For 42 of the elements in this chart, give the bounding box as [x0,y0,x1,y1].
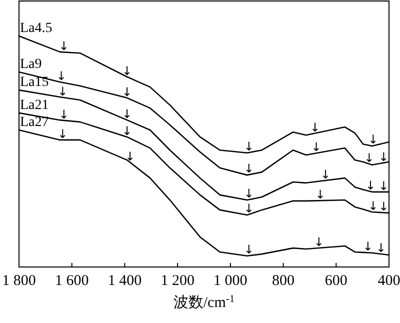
series-label: La4.5 [20,21,52,36]
annotation: ↓ [124,149,136,164]
annotation: ↓ [364,150,374,165]
annotation: ↓ [311,140,322,154]
annotation: ↓ [58,39,69,54]
series-label: La21 [20,98,49,113]
annotation: ↓ [310,120,320,134]
annotation: ↓ [378,178,389,193]
annotation: ↓ [376,241,386,256]
annotation: ↓ [378,150,389,164]
annotation: ↓ [244,162,254,176]
annotation: ↓ [58,84,68,98]
annotation: ↓ [122,84,132,99]
annotation: ↓ [244,186,254,201]
x-tick-label: 600 [324,273,348,289]
annotation: ↓ [122,107,132,122]
annotation: ↓ [368,199,378,214]
x-tick-label: 1 600 [54,273,89,289]
x-tick-label: 800 [272,273,295,289]
annotation: ↓ [314,235,324,250]
annotation: ↓ [365,178,376,192]
annotation: ↓ [368,132,378,147]
annotation: ↓ [362,240,373,254]
annotation: ↓ [122,124,132,138]
series-label: La15 [20,75,49,90]
annotation: ↓ [315,188,326,202]
annotation: ↓ [320,167,331,182]
annotation: ↓ [244,140,254,154]
annotation: ↓ [378,200,389,214]
x-tick-label: 1 800 [2,273,36,289]
annotation: ↓ [122,64,132,78]
x-tick-label: 1 400 [108,273,142,289]
annotation: ↓ [58,126,68,141]
x-tick-label: 1 000 [214,273,248,289]
annotation: ↓ [58,108,69,122]
annotation: ↓ [244,242,254,257]
annotation: ↓ [56,69,66,84]
x-tick-label: 1 200 [160,273,194,289]
annotation: ↓ [244,201,254,216]
x-tick-label: 400 [378,273,400,289]
series-label: La9 [20,57,42,72]
x-axis-title: 波数/cm$^{-1}$ [173,294,235,311]
